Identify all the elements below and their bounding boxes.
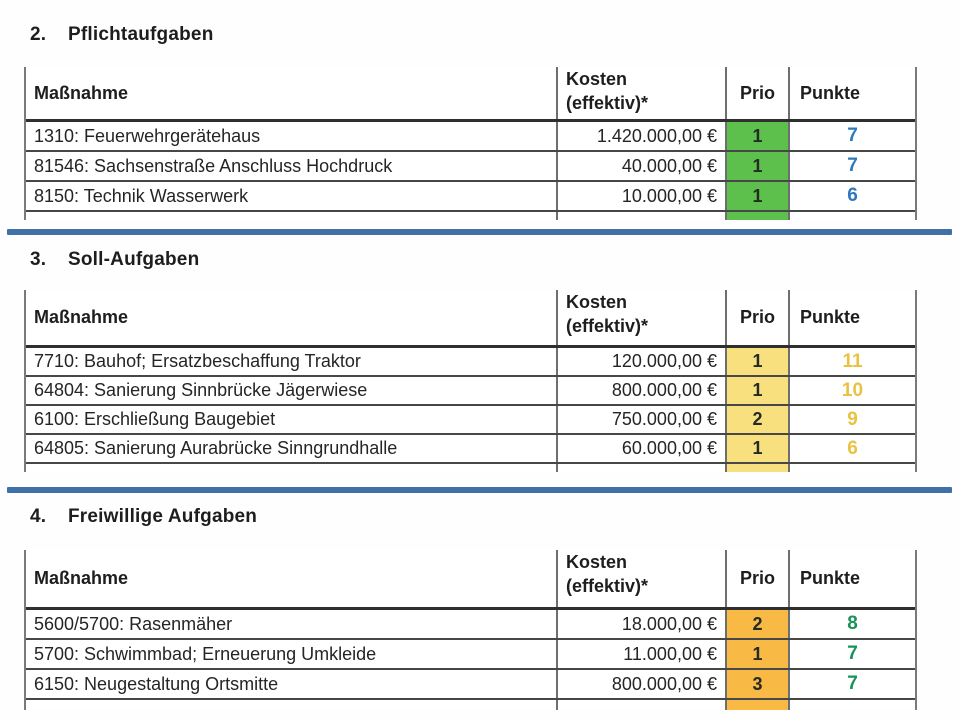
blue-divider-bar bbox=[7, 487, 952, 493]
section-title-text: Pflichtaufgaben bbox=[68, 24, 214, 45]
prio-cell: 3 bbox=[725, 670, 788, 698]
header-prio: Prio bbox=[725, 550, 788, 607]
header-punkte: Punkte bbox=[788, 290, 915, 345]
table-header-row: Maßnahme Kosten (effektiv)* Prio Punkte bbox=[26, 290, 915, 348]
punkte-cell: 7 bbox=[788, 670, 915, 698]
kosten-cell: 750.000,00 € bbox=[556, 406, 725, 433]
table-row: 64804: Sanierung Sinnbrücke Jägerwiese 8… bbox=[26, 377, 915, 406]
punkte-cell: 7 bbox=[788, 152, 915, 180]
header-prio: Prio bbox=[725, 290, 788, 345]
prio-cell: 1 bbox=[725, 152, 788, 180]
punkte-cell: 11 bbox=[788, 348, 915, 375]
massnahme-cell: 6100: Erschließung Baugebiet bbox=[34, 409, 276, 429]
massnahme-cell: 5600/5700: Rasenmäher bbox=[34, 613, 233, 634]
massnahme-cell: 64805: Sanierung Aurabrücke Sinngrundhal… bbox=[34, 438, 398, 458]
kosten-cell: 40.000,00 € bbox=[556, 152, 725, 180]
header-massnahme: Maßnahme bbox=[34, 307, 129, 327]
cutoff-row bbox=[26, 212, 915, 220]
blue-divider-bar bbox=[7, 229, 952, 235]
prio-cell bbox=[725, 212, 788, 220]
massnahme-cell: 64804: Sanierung Sinnbrücke Jägerwiese bbox=[34, 380, 368, 400]
section-number: 4. bbox=[30, 506, 47, 527]
prio-cell: 1 bbox=[725, 182, 788, 210]
section-number: 3. bbox=[30, 249, 47, 270]
section-title-text: Soll-Aufgaben bbox=[68, 249, 200, 270]
table-row: 8150: Technik Wasserwerk 10.000,00 € 1 6 bbox=[26, 182, 915, 212]
table-row: 6150: Neugestaltung Ortsmitte 800.000,00… bbox=[26, 670, 915, 700]
header-punkte: Punkte bbox=[788, 67, 915, 119]
header-massnahme: Maßnahme bbox=[34, 82, 129, 103]
prio-cell: 1 bbox=[725, 435, 788, 462]
cutoff-row bbox=[26, 464, 915, 472]
punkte-cell: 6 bbox=[788, 435, 915, 462]
prio-cell bbox=[725, 700, 788, 710]
punkte-cell: 9 bbox=[788, 406, 915, 433]
prio-cell bbox=[725, 464, 788, 472]
punkte-cell: 7 bbox=[788, 640, 915, 668]
header-massnahme: Maßnahme bbox=[34, 568, 129, 588]
header-kosten: Kosten (effektiv)* bbox=[556, 550, 725, 607]
punkte-cell: 8 bbox=[788, 610, 915, 638]
header-kosten: Kosten (effektiv)* bbox=[556, 67, 725, 119]
kosten-cell: 1.420.000,00 € bbox=[556, 122, 725, 150]
table-row: 64805: Sanierung Aurabrücke Sinngrundhal… bbox=[26, 435, 915, 464]
massnahme-cell: 7710: Bauhof; Ersatzbeschaffung Traktor bbox=[34, 351, 361, 371]
table-soll-aufgaben: Maßnahme Kosten (effektiv)* Prio Punkte … bbox=[24, 290, 917, 472]
kosten-cell: 800.000,00 € bbox=[556, 377, 725, 404]
cutoff-row bbox=[26, 700, 915, 710]
table-row: 6100: Erschließung Baugebiet 750.000,00 … bbox=[26, 406, 915, 435]
kosten-cell: 10.000,00 € bbox=[556, 182, 725, 210]
section-number: 2. bbox=[30, 24, 47, 45]
kosten-cell: 800.000,00 € bbox=[556, 670, 725, 698]
prio-cell: 1 bbox=[725, 640, 788, 668]
kosten-cell: 120.000,00 € bbox=[556, 348, 725, 375]
table-header-row: Maßnahme Kosten (effektiv)* Prio Punkte bbox=[26, 67, 915, 122]
header-punkte: Punkte bbox=[788, 550, 915, 607]
massnahme-cell: 81546: Sachsenstraße Anschluss Hochdruck bbox=[34, 155, 393, 176]
table-freiwillige-aufgaben: Maßnahme Kosten (effektiv)* Prio Punkte … bbox=[24, 550, 917, 710]
prio-cell: 2 bbox=[725, 406, 788, 433]
table-row: 5700: Schwimmbad; Erneuerung Umkleide 11… bbox=[26, 640, 915, 670]
section-heading-pflichtaufgaben: 2. Pflichtaufgaben bbox=[30, 24, 214, 46]
massnahme-cell: 8150: Technik Wasserwerk bbox=[34, 185, 249, 206]
punkte-cell: 7 bbox=[788, 122, 915, 150]
section-title-text: Freiwillige Aufgaben bbox=[68, 506, 258, 527]
table-row: 1310: Feuerwehrgerätehaus 1.420.000,00 €… bbox=[26, 122, 915, 152]
header-prio: Prio bbox=[725, 67, 788, 119]
prio-cell: 1 bbox=[725, 348, 788, 375]
kosten-cell: 60.000,00 € bbox=[556, 435, 725, 462]
punkte-cell: 6 bbox=[788, 182, 915, 210]
prio-cell: 1 bbox=[725, 377, 788, 404]
prio-cell: 2 bbox=[725, 610, 788, 638]
massnahme-cell: 1310: Feuerwehrgerätehaus bbox=[34, 125, 261, 146]
table-row: 5600/5700: Rasenmäher 18.000,00 € 2 8 bbox=[26, 610, 915, 640]
massnahme-cell: 6150: Neugestaltung Ortsmitte bbox=[34, 673, 279, 694]
section-heading-soll-aufgaben: 3. Soll-Aufgaben bbox=[30, 249, 199, 271]
header-kosten: Kosten (effektiv)* bbox=[556, 290, 725, 345]
table-row: 81546: Sachsenstraße Anschluss Hochdruck… bbox=[26, 152, 915, 182]
prio-cell: 1 bbox=[725, 122, 788, 150]
massnahme-cell: 5700: Schwimmbad; Erneuerung Umkleide bbox=[34, 643, 377, 664]
kosten-cell: 18.000,00 € bbox=[556, 610, 725, 638]
table-pflichtaufgaben: Maßnahme Kosten (effektiv)* Prio Punkte … bbox=[24, 67, 917, 220]
punkte-cell: 10 bbox=[788, 377, 915, 404]
section-heading-freiwillige-aufgaben: 4. Freiwillige Aufgaben bbox=[30, 506, 257, 528]
kosten-cell: 11.000,00 € bbox=[556, 640, 725, 668]
table-row: 7710: Bauhof; Ersatzbeschaffung Traktor … bbox=[26, 348, 915, 377]
table-header-row: Maßnahme Kosten (effektiv)* Prio Punkte bbox=[26, 550, 915, 610]
